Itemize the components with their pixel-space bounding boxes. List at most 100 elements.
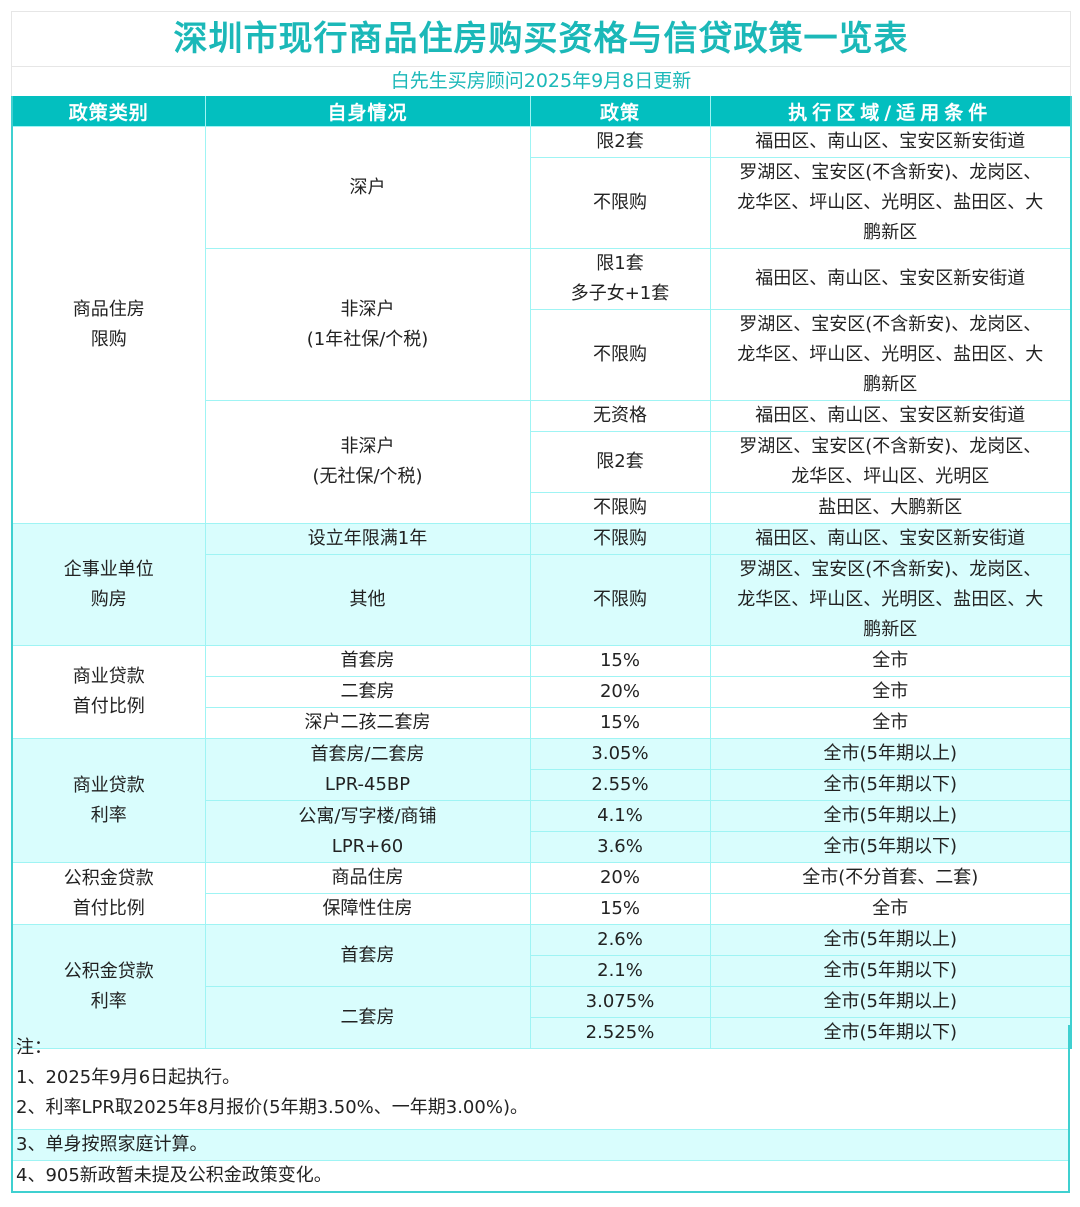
policy-cell: 不限购 [529,157,711,249]
cell-text-line: 20% [599,867,640,888]
situation-cell: 非深户 (无社保/个税) [204,400,531,524]
cell-text-line: 全市 [872,898,909,919]
area-cell: 全市(5年期以下) [709,955,1072,987]
cell-text-line: 企事业单位 [63,558,154,580]
cell-text-line: 鹏新区 [863,222,918,243]
policy-cell: 20% [529,862,711,894]
column-header-category: 政策类别 [11,96,206,127]
note-item: 2、利率LPR取2025年8月报价(5年期3.50%、一年期3.00%)。 [16,1097,528,1118]
cell-text-line: 龙华区、坪山区、光明区 [791,466,990,487]
area-cell: 全市(5年期以下) [709,1017,1072,1049]
area-cell: 罗湖区、宝安区(不含新安)、龙岗区、 龙华区、坪山区、光明区、盐田区、大 鹏新区 [709,554,1072,646]
cell-text-line: 全市(5年期以上) [823,991,958,1012]
cell-text-line: 15% [599,712,640,733]
cell-text-line: 深户 [349,176,386,198]
policy-table-body: 商品住房 限购 深户 限2套 福田区、南山区、宝安区新安街道 不限购 罗湖区、宝安区(不含新… [11,126,1072,1049]
table-row: 深户二孩二套房 15% 全市 [12,707,1072,739]
cell-text-line: LPR+60 [331,835,404,857]
table-row: 公寓/写字楼/商铺 LPR+60 4.1% 全市(5年期以上) [12,800,1072,863]
situation-cell: 设立年限满1年 [204,523,531,555]
cell-text-line: 福田区、南山区、宝安区新安街道 [755,131,1026,152]
policy-category-cell: 公积金贷款 首付比例 [11,862,206,925]
cell-text-line: 公寓/写字楼/商铺 [298,805,437,827]
table-row: 公积金贷款 首付比例 商品住房 20% 全市(不分首套、二套) [11,862,1072,925]
table-row: 保障性住房 15% 全市 [12,893,1072,925]
cell-text-line: 公积金贷款 [63,960,154,982]
note-item: 3、单身按照家庭计算。 [16,1134,208,1155]
cell-text-line: 限2套 [596,131,644,152]
policy-cell: 不限购 [529,492,711,524]
policy-cell: 15% [529,893,711,925]
policy-cell: 无资格 [529,400,711,432]
situation-cell: 非深户 (1年社保/个税) [204,248,531,401]
area-cell: 全市 [709,645,1072,677]
cell-text-line: 深户二孩二套房 [304,712,431,733]
policy-cell: 15% [529,645,711,677]
area-cell: 全市(不分首套、二套) [709,862,1072,894]
cell-text-line: 全市(5年期以下) [823,960,958,981]
cell-text-line: 非深户 [340,436,395,457]
table-row: 商品住房 限购 深户 限2套 福田区、南山区、宝安区新安街道 [11,126,1072,524]
area-cell: 全市(5年期以上) [709,800,1072,832]
policy-cell: 2.6% [529,924,711,956]
cell-text-line: 购房 [90,588,127,610]
notes-section: 注： 1、2025年9月6日起执行。 2、利率LPR取2025年8月报价(5年期… [11,1025,1070,1193]
cell-text-line: 全市(5年期以下) [823,1022,958,1043]
note-row-plain: 4、905新政暂未提及公积金政策变化。 [13,1161,1068,1191]
table-row: 公积金贷款 利率 首套房 2.6% 全市(5年期以上) [11,924,1072,1049]
cell-text-line: 3.6% [597,836,643,857]
situation-cell: 保障性住房 [204,893,531,925]
cell-text-line: 鹏新区 [863,374,918,395]
page-subtitle: 白先生买房顾问2025年9月8日更新 [390,70,692,92]
table-row: 二套房 20% 全市 [12,676,1072,708]
column-header-policy: 政策 [529,96,711,127]
table-row: 非深户 (无社保/个税) 无资格 福田区、南山区、宝安区新安街道 [12,400,1072,524]
cell-text-line: 商业贷款 [72,774,145,796]
column-header-situation: 自身情况 [204,96,531,127]
cell-text-line: 首套房/二套房 [310,743,425,765]
cell-text-line: 全市 [872,681,909,702]
policy-category-cell: 商业贷款 利率 [11,738,206,863]
cell-text-line: 首套房 [340,944,395,966]
cell-text-line: 首付比例 [72,696,145,717]
cell-text-line: 限2套 [596,451,644,472]
table-row: 2.55% 全市(5年期以下) [12,769,1072,801]
column-header-area: 执行区域/适用条件 [709,96,1072,127]
policy-cell: 不限购 [529,523,711,555]
cell-text-line: 保障性住房 [322,898,413,919]
cell-text-line: 二套房 [340,1006,395,1028]
cell-text-line: 全市(5年期以上) [823,743,958,764]
policy-cell: 3.6% [529,831,711,863]
cell-text-line: 多子女+1套 [570,283,670,304]
area-cell: 全市(5年期以上) [709,738,1072,770]
cell-text-line: 罗湖区、宝安区(不含新安)、龙岗区、 [739,162,1042,183]
cell-text-line: 罗湖区、宝安区(不含新安)、龙岗区、 [739,436,1042,457]
cell-text-line: 2.1% [597,960,643,981]
cell-text-line: 盐田区、大鹏新区 [818,497,963,518]
area-cell: 福田区、南山区、宝安区新安街道 [709,248,1072,310]
area-cell: 全市(5年期以下) [709,769,1072,801]
policy-cell: 2.55% [529,769,711,801]
cell-text-line: 15% [599,898,640,919]
cell-text-line: 首套房 [340,650,395,671]
cell-text-line: 2.6% [597,929,643,950]
cell-text-line: 商品住房 [331,867,404,888]
notes-heading: 注： [16,1037,52,1058]
policy-category-cell: 企事业单位 购房 [11,523,206,646]
situation-cell: 公寓/写字楼/商铺 LPR+60 [204,800,531,863]
cell-text-line: 其他 [349,589,386,610]
cell-text-line: 限购 [90,329,127,350]
policy-cell: 限2套 [529,431,711,493]
cell-text-line: 全市(5年期以上) [823,929,958,950]
situation-cell: 深户二孩二套房 [204,707,531,739]
cell-text-line: 公积金贷款 [63,867,154,889]
policy-table: 政策类别 自身情况 政策 执行区域/适用条件 商品住房 限购 深户 限2套 福田区、南山… [11,96,1072,1049]
cell-text-line: 利率 [90,804,127,826]
cell-text-line: 福田区、南山区、宝安区新安街道 [755,405,1026,426]
table-row: 2.525% 全市(5年期以下) [12,1017,1072,1049]
cell-text-line: (1年社保/个税) [306,328,429,350]
table-row: 非深户 (1年社保/个税) 限1套 多子女+1套 福田区、南山区、宝安区新安街道 [12,248,1072,401]
situation-cell: 首套房 [204,924,531,987]
policy-cell: 限2套 [529,126,711,158]
policy-cell: 2.1% [529,955,711,987]
